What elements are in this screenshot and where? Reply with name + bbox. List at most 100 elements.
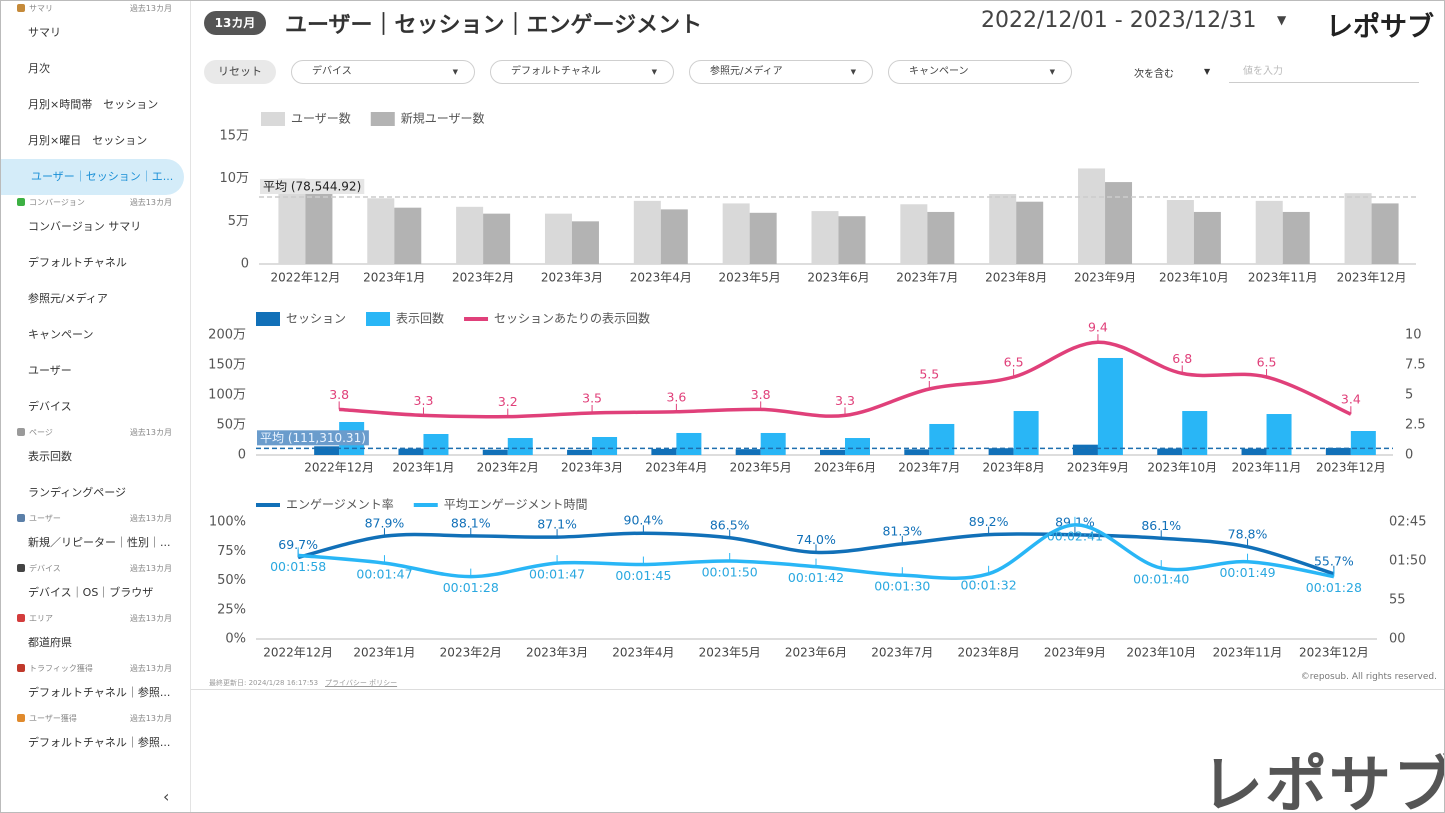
x-tick-label: 2023年10月 <box>1126 646 1196 660</box>
section-period: 過去13カ月 <box>129 427 172 437</box>
x-tick-label: 2023年7月 <box>896 271 958 285</box>
bar <box>1078 168 1106 264</box>
average-label-bg <box>260 178 365 194</box>
x-tick-label: 2023年1月 <box>363 271 425 285</box>
nav-item[interactable]: ユーザー <box>28 364 72 377</box>
nav-item[interactable]: 都道府県 <box>28 636 72 649</box>
match-select[interactable]: 次を含む <box>1134 69 1174 80</box>
filter-input[interactable]: 値を入力 <box>1229 61 1419 83</box>
data-label: 00:01:28 <box>1306 580 1362 595</box>
bar <box>394 207 422 264</box>
data-label: 00:01:58 <box>270 559 326 574</box>
data-label: 3.3 <box>414 393 434 408</box>
data-label: 5.5 <box>919 367 939 382</box>
nav-item[interactable]: ランディングページ <box>28 486 127 499</box>
section-period: 過去13カ月 <box>129 3 172 13</box>
section-period: 過去13カ月 <box>129 613 172 623</box>
period-badge: 13カ月 <box>204 11 266 35</box>
data-label: 88.1% <box>451 515 491 530</box>
bar <box>838 216 866 264</box>
average-label: 平均 (78,544.92) <box>263 179 361 193</box>
nav-item[interactable]: デフォルトチャネル｜参照... <box>28 736 171 749</box>
bar <box>1157 448 1183 455</box>
section-icon <box>17 198 25 206</box>
bar <box>423 434 449 455</box>
filter-dropdown[interactable]: キャンペーン ▼ <box>888 60 1072 84</box>
x-tick-label: 2023年8月 <box>958 646 1020 660</box>
x-tick-label: 2023年1月 <box>392 461 454 475</box>
legend-label: 平均エンゲージメント時間 <box>444 498 588 512</box>
nav-item[interactable]: 表示回数 <box>28 450 72 463</box>
last-updated: 最終更新日: 2024/1/28 16:17:53 <box>209 679 319 687</box>
x-tick-label: 2023年4月 <box>645 461 707 475</box>
y2-tick-label: 7.5 <box>1405 358 1426 373</box>
nav-item[interactable]: デバイス <box>28 400 72 413</box>
date-caret[interactable]: ▼ <box>1277 13 1287 27</box>
privacy-link[interactable]: プライバシー ポリシー <box>325 679 398 687</box>
bar <box>1325 447 1351 455</box>
data-label: 3.8 <box>329 387 349 402</box>
section-header: デバイス 過去13カ月 <box>1 561 190 575</box>
section-header: ページ 過去13カ月 <box>1 425 190 439</box>
legend-label: エンゲージメント率 <box>286 498 394 512</box>
x-tick-label: 2023年5月 <box>719 271 781 285</box>
data-label: 89.1% <box>1055 514 1095 529</box>
bar <box>1266 414 1292 455</box>
filter-dropdown[interactable]: デバイス ▼ <box>291 60 475 84</box>
match-caret[interactable]: ▼ <box>1204 67 1211 76</box>
y2-tick-label: 55 <box>1389 593 1406 608</box>
section-icon <box>17 614 25 622</box>
filter-dropdown[interactable]: デフォルトチャネル ▼ <box>490 60 674 84</box>
x-tick-label: 2023年12月 <box>1316 461 1386 475</box>
x-tick-label: 2023年8月 <box>983 461 1045 475</box>
data-label: 86.5% <box>710 517 750 532</box>
bar <box>567 449 593 455</box>
nav-item[interactable]: サマリ <box>28 26 61 39</box>
section-title: ユーザー <box>29 513 61 523</box>
bar <box>900 204 928 264</box>
nav-item[interactable]: デバイス｜OS｜ブラウザ <box>28 586 154 599</box>
nav-item[interactable]: キャンペーン <box>28 328 94 341</box>
bar <box>278 178 306 264</box>
date-range[interactable]: 2022/12/01 - 2023/12/31 <box>981 8 1257 33</box>
nav-item[interactable]: デフォルトチャネル｜参照... <box>28 686 171 699</box>
nav-item[interactable]: ユーザー｜セッション｜エ... <box>1 159 184 195</box>
y-tick-label: 0 <box>238 448 246 463</box>
reset-button[interactable]: リセット <box>204 60 276 84</box>
section-period: 過去13カ月 <box>129 713 172 723</box>
section-header: トラフィック獲得 過去13カ月 <box>1 661 190 675</box>
y-tick-label: 15万 <box>219 129 249 144</box>
bar <box>1282 211 1310 264</box>
nav-item[interactable]: 月別×曜日 セッション <box>28 134 148 147</box>
data-label: 86.1% <box>1141 518 1181 533</box>
collapse-button[interactable]: ‹ <box>163 787 170 806</box>
nav-item[interactable]: 新規／リピーター｜性別｜... <box>28 536 171 549</box>
bar <box>1371 203 1399 264</box>
y-tick-label: 100% <box>209 515 246 530</box>
y-tick-label: 0% <box>225 632 246 647</box>
x-tick-label: 2023年8月 <box>985 271 1047 285</box>
nav-item[interactable]: 月別×時間帯 セッション <box>28 98 159 111</box>
data-label: 00:01:49 <box>1219 565 1275 580</box>
bar <box>544 213 572 264</box>
bar <box>1193 211 1221 264</box>
dropdown-caret: ▼ <box>651 68 657 76</box>
bar <box>1105 182 1133 264</box>
legend-label: 新規ユーザー数 <box>401 111 485 126</box>
filter-dropdown[interactable]: 参照元/メディア ▼ <box>689 60 873 84</box>
bar <box>820 449 845 455</box>
data-label: 78.8% <box>1228 526 1268 541</box>
x-tick-label: 2023年3月 <box>561 461 623 475</box>
x-tick-label: 2023年3月 <box>526 646 588 660</box>
nav-item[interactable]: 参照元/メディア <box>28 292 108 305</box>
bar <box>1016 201 1044 264</box>
x-tick-label: 2023年10月 <box>1147 461 1217 475</box>
nav-item[interactable]: コンバージョン サマリ <box>28 220 142 233</box>
x-tick-label: 2023年4月 <box>612 646 674 660</box>
data-label: 69.7% <box>278 537 318 552</box>
nav-item[interactable]: デフォルトチャネル <box>28 256 127 269</box>
y-tick-label: 25% <box>217 602 246 617</box>
nav-item[interactable]: 月次 <box>28 62 50 75</box>
series-line <box>339 340 1352 419</box>
